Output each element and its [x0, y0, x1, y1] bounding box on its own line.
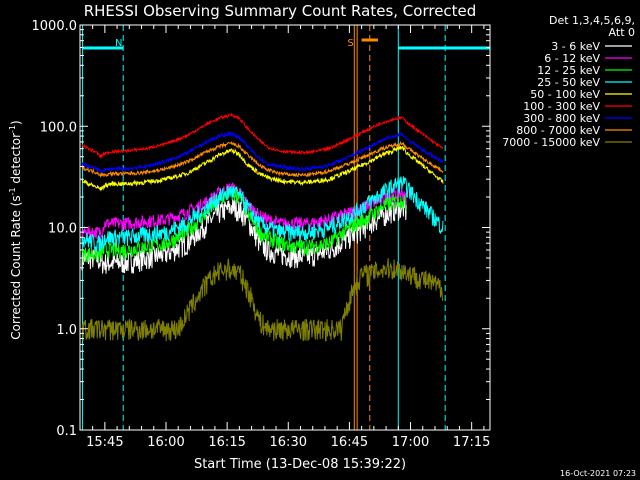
x-tick-label: 17:00 — [392, 435, 429, 450]
x-tick-label: 16:15 — [208, 435, 245, 450]
legend-label: 800 - 7000 keV — [516, 124, 600, 137]
x-tick-label: 15:45 — [86, 435, 123, 450]
y-tick-label: 1.0 — [56, 323, 77, 338]
legend-label: 300 - 800 keV — [523, 112, 600, 125]
x-tick-label: 17:15 — [453, 435, 490, 450]
y-tick-label: 1000.0 — [32, 19, 78, 34]
annotation-label: N — [115, 38, 122, 49]
series-line — [81, 182, 407, 240]
legend-label: 3 - 6 keV — [551, 40, 600, 53]
legend-label: 7000 - 15000 keV — [502, 136, 600, 149]
legend-label: 100 - 300 keV — [523, 100, 600, 113]
legend-label: 6 - 12 keV — [544, 52, 600, 65]
x-tick-label: 16:30 — [270, 435, 307, 450]
y-tick-label: 0.1 — [56, 424, 77, 439]
legend-header: Det 1,3,4,5,6,9, — [549, 14, 635, 27]
axes: 1000.0 100.0 10.0 1.0 0.1 15:45 16:00 16:15 16:3… — [32, 19, 491, 450]
legend-header: Att 0 — [609, 26, 635, 39]
x-axis-label: Start Time (13-Dec-08 15:39:22) — [194, 457, 406, 472]
legend-label: 50 - 100 keV — [530, 88, 600, 101]
y-tick-label: 10.0 — [48, 222, 77, 237]
y-tick-label: 100.0 — [40, 120, 77, 135]
legend-label: 25 - 50 keV — [537, 76, 600, 89]
footer-timestamp: 16-Oct-2021 07:23 — [560, 469, 636, 478]
y-axis-label: Corrected Count Rate (s-1 detector-1) — [8, 120, 23, 339]
series-line — [81, 112, 444, 160]
x-tick-label: 16:45 — [331, 435, 368, 450]
series-line — [81, 140, 444, 178]
series-line — [81, 130, 444, 173]
annotation-label: S — [347, 38, 353, 49]
series-line — [81, 258, 444, 342]
legend-label: 12 - 25 keV — [537, 64, 600, 77]
series-line — [81, 176, 444, 253]
series-line — [81, 145, 444, 192]
x-tick-label: 16:00 — [147, 435, 184, 450]
chart-title: RHESSI Observing Summary Count Rates, Co… — [84, 2, 477, 20]
